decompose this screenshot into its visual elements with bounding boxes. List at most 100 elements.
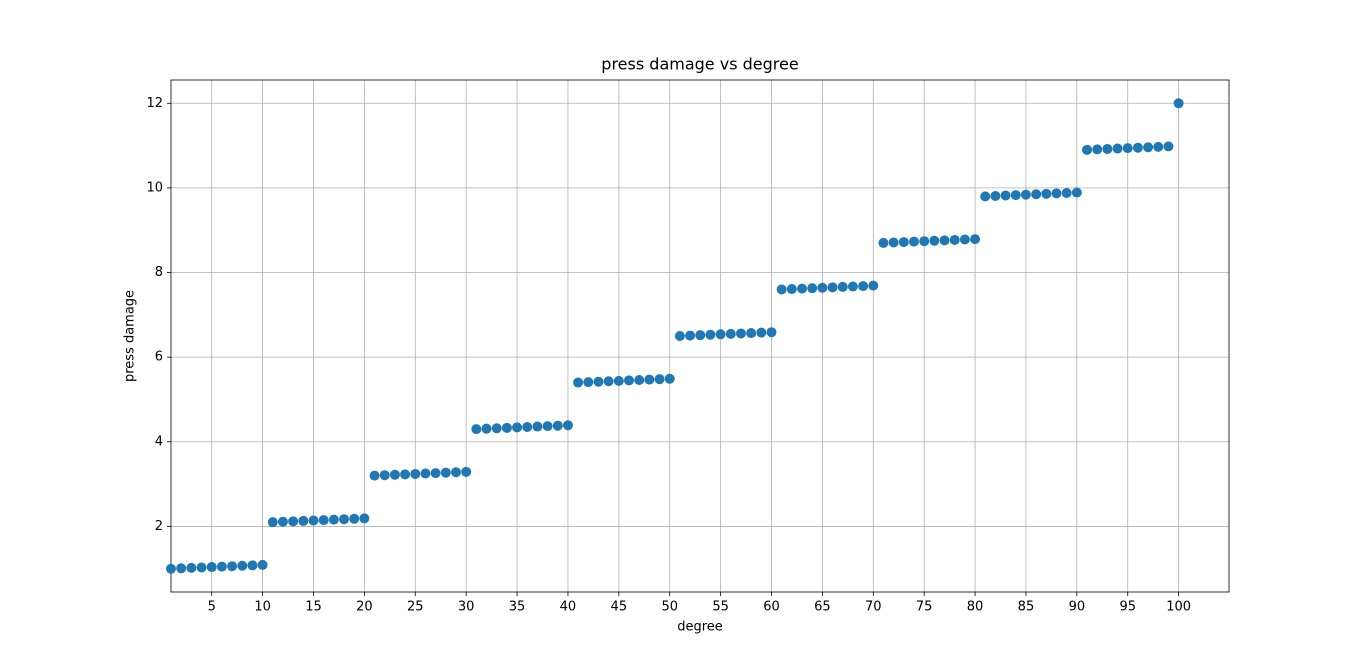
x-tick-label: 45 bbox=[611, 600, 628, 615]
plot-frame bbox=[170, 79, 1230, 593]
x-axis-label: degree bbox=[677, 620, 723, 635]
point bbox=[888, 237, 899, 248]
point bbox=[797, 283, 808, 294]
point bbox=[685, 330, 696, 341]
point bbox=[379, 470, 390, 481]
point bbox=[512, 422, 523, 433]
point bbox=[929, 235, 940, 246]
x-tick-label: 15 bbox=[305, 600, 322, 615]
point bbox=[970, 234, 981, 245]
x-tick-label: 55 bbox=[712, 600, 729, 615]
point bbox=[939, 235, 950, 246]
point bbox=[420, 468, 431, 479]
point bbox=[878, 237, 889, 248]
point bbox=[746, 328, 757, 339]
x-tick-label: 50 bbox=[661, 600, 678, 615]
y-tick-label: 6 bbox=[155, 350, 163, 365]
point bbox=[1132, 142, 1143, 153]
point bbox=[807, 283, 818, 294]
point bbox=[664, 373, 675, 384]
x-tick-label: 70 bbox=[865, 600, 882, 615]
point bbox=[715, 329, 726, 340]
point bbox=[562, 420, 573, 431]
point bbox=[837, 281, 848, 292]
point bbox=[868, 280, 879, 291]
point bbox=[298, 515, 309, 526]
point bbox=[603, 376, 614, 387]
point bbox=[593, 376, 604, 387]
point bbox=[216, 561, 227, 572]
point bbox=[227, 561, 238, 572]
y-tick-label: 2 bbox=[155, 519, 163, 534]
x-tick-label: 95 bbox=[1119, 600, 1136, 615]
point bbox=[1153, 141, 1164, 152]
point bbox=[695, 330, 706, 341]
point bbox=[1143, 142, 1154, 153]
x-tick-label: 65 bbox=[814, 600, 831, 615]
point bbox=[288, 516, 299, 527]
x-tick-label: 10 bbox=[254, 600, 271, 615]
chart-title: press damage vs degree bbox=[601, 55, 798, 74]
point bbox=[1102, 143, 1113, 154]
x-tick-label: 20 bbox=[356, 600, 373, 615]
point bbox=[522, 421, 533, 432]
point bbox=[237, 560, 248, 571]
x-tick-label: 40 bbox=[560, 600, 577, 615]
point bbox=[766, 327, 777, 338]
point bbox=[1173, 98, 1184, 109]
point bbox=[410, 468, 421, 479]
point bbox=[583, 377, 594, 388]
point bbox=[1092, 144, 1103, 155]
point bbox=[919, 236, 930, 247]
point bbox=[328, 514, 339, 525]
point bbox=[501, 422, 512, 433]
point bbox=[776, 284, 787, 295]
point bbox=[206, 562, 217, 573]
x-tick-label: 75 bbox=[916, 600, 933, 615]
x-tick-label: 30 bbox=[458, 600, 475, 615]
point bbox=[1010, 190, 1021, 201]
point bbox=[1071, 187, 1082, 198]
point bbox=[634, 375, 645, 386]
point bbox=[980, 191, 991, 202]
point bbox=[1000, 190, 1011, 201]
point bbox=[644, 374, 655, 385]
point bbox=[247, 560, 258, 571]
point bbox=[949, 234, 960, 245]
point bbox=[735, 328, 746, 339]
x-tick-label: 5 bbox=[208, 600, 216, 615]
point bbox=[277, 516, 288, 527]
point bbox=[1041, 188, 1052, 199]
point bbox=[471, 424, 482, 435]
point bbox=[1051, 188, 1062, 199]
point bbox=[430, 468, 441, 479]
point bbox=[339, 514, 350, 525]
point bbox=[166, 563, 176, 574]
x-tick-label: 100 bbox=[1166, 600, 1191, 615]
point bbox=[369, 470, 380, 481]
point bbox=[1163, 141, 1174, 152]
x-tick-label: 90 bbox=[1069, 600, 1086, 615]
point bbox=[654, 374, 665, 385]
point bbox=[1020, 189, 1031, 200]
point bbox=[756, 327, 767, 338]
point bbox=[542, 421, 553, 432]
point bbox=[817, 282, 828, 293]
point bbox=[847, 281, 858, 292]
y-tick-label: 8 bbox=[155, 265, 163, 280]
point bbox=[990, 190, 1001, 201]
point bbox=[461, 466, 472, 477]
x-tick-label: 25 bbox=[407, 600, 424, 615]
point bbox=[1082, 144, 1093, 155]
point bbox=[552, 420, 563, 431]
point bbox=[491, 423, 502, 434]
point bbox=[827, 282, 838, 293]
point bbox=[705, 329, 716, 340]
point bbox=[573, 377, 584, 388]
point bbox=[1031, 189, 1042, 200]
point bbox=[176, 563, 187, 574]
point bbox=[318, 515, 329, 526]
point bbox=[858, 281, 869, 292]
x-tick-label: 80 bbox=[967, 600, 984, 615]
point bbox=[389, 469, 400, 480]
